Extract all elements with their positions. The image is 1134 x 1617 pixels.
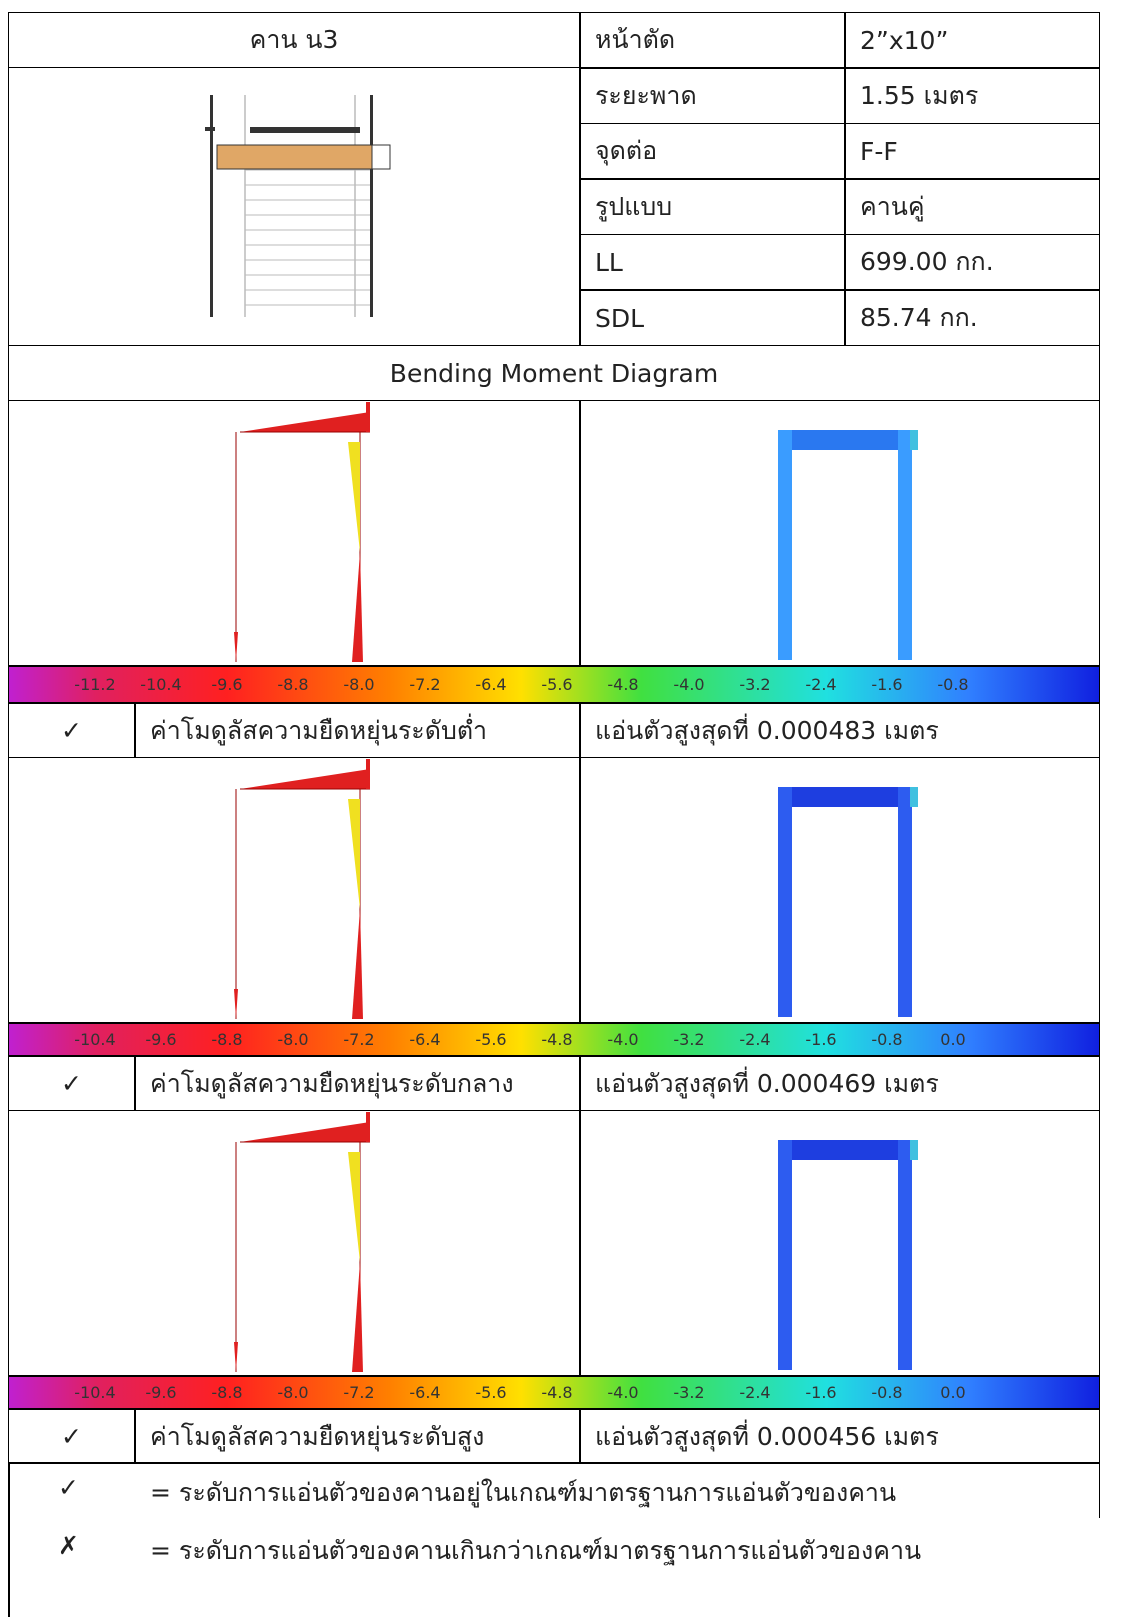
scale-label: -1.6 (871, 674, 903, 694)
scale-label: -1.6 (805, 1382, 837, 1402)
deflection-diagram-cell (580, 757, 1100, 1023)
property-label: SDL (580, 290, 845, 346)
legend-symbol: ✓ (58, 1473, 79, 1502)
deflection-diagram (778, 430, 918, 660)
scale-label: -2.4 (805, 674, 837, 694)
property-label: จุดต่อ (580, 123, 845, 180)
moment-diagram-cell (8, 757, 580, 1023)
scale-label: -5.6 (475, 1382, 507, 1402)
scale-label: -6.4 (475, 674, 507, 694)
property-value: F-F (845, 123, 1100, 180)
legend-text: = ระดับการแอ่นตัวของคานอยู่ในเกณฑ์มาตรฐา… (150, 1478, 897, 1507)
scale-label: -7.2 (409, 674, 441, 694)
property-label: LL (580, 234, 845, 291)
section-title: Bending Moment Diagram (8, 345, 1100, 401)
scale-label: -9.6 (211, 674, 243, 694)
max-deflection: แอ่นตัวสูงสุดที่ 0.000483 เมตร (580, 703, 1100, 758)
scale-label: -8.0 (277, 1029, 309, 1049)
scale-label: -8.8 (211, 1382, 243, 1402)
scale-label: -5.6 (475, 1029, 507, 1049)
property-label: รูปแบบ (580, 178, 845, 235)
scale-label: -10.4 (74, 1029, 116, 1049)
scale-label: -8.8 (277, 674, 309, 694)
moment-diagram (234, 402, 370, 662)
beam-drawing (205, 95, 391, 317)
scale-label: -0.8 (937, 674, 969, 694)
scale-label: -7.2 (343, 1382, 375, 1402)
property-value: คานคู่ (845, 178, 1100, 235)
scale-label: 0.0 (940, 1029, 966, 1049)
deflection-diagram (778, 787, 918, 1017)
scale-label: -1.6 (805, 1029, 837, 1049)
scale-label: 0.0 (940, 1382, 966, 1402)
scale-label: -10.4 (74, 1382, 116, 1402)
scale-label: -9.6 (145, 1029, 177, 1049)
scale-label: -4.8 (541, 1382, 573, 1402)
scale-label: -2.4 (739, 1382, 771, 1402)
moment-diagram (234, 1112, 370, 1372)
deflection-diagram (778, 1140, 918, 1370)
border (8, 1462, 10, 1617)
scale-label: -3.2 (673, 1382, 705, 1402)
status-symbol: ✓ (8, 703, 135, 758)
scale-label: -10.4 (140, 674, 182, 694)
moment-diagram-cell (8, 400, 580, 666)
modulus-level: ค่าโมดูลัสความยืดหยุ่นระดับกลาง (135, 1056, 580, 1111)
max-deflection: แอ่นตัวสูงสุดที่ 0.000469 เมตร (580, 1056, 1100, 1111)
scale-label: -4.0 (673, 674, 705, 694)
scale-label: -6.4 (409, 1382, 441, 1402)
legend-text: = ระดับการแอ่นตัวของคานเกินกว่าเกณฑ์มาตร… (150, 1536, 922, 1565)
property-value: 2”x10” (845, 12, 1100, 68)
status-symbol: ✓ (8, 1056, 135, 1111)
moment-diagram-cell (8, 1110, 580, 1376)
modulus-level: ค่าโมดูลัสความยืดหยุ่นระดับต่ำ (135, 703, 580, 758)
moment-diagram (234, 759, 370, 1019)
color-scale (8, 1376, 1100, 1409)
scale-label: -4.0 (607, 1382, 639, 1402)
scale-label: -11.2 (74, 674, 116, 694)
status-symbol: ✓ (8, 1409, 135, 1464)
scale-label: -8.8 (211, 1029, 243, 1049)
property-label: ระยะพาด (580, 67, 845, 124)
scale-label: -6.4 (409, 1029, 441, 1049)
scale-label: -4.0 (607, 1029, 639, 1049)
scale-label: -8.0 (277, 1382, 309, 1402)
scale-label: -3.2 (739, 674, 771, 694)
beam-title: คาน น3 (8, 12, 580, 68)
property-value: 85.74 กก. (845, 290, 1100, 346)
scale-label: -8.0 (343, 674, 375, 694)
scale-label: -7.2 (343, 1029, 375, 1049)
property-label: หน้าตัด (580, 12, 845, 68)
property-value: 1.55 เมตร (845, 67, 1100, 124)
modulus-level: ค่าโมดูลัสความยืดหยุ่นระดับสูง (135, 1409, 580, 1464)
scale-label: -5.6 (541, 674, 573, 694)
scale-label: -4.8 (541, 1029, 573, 1049)
max-deflection: แอ่นตัวสูงสุดที่ 0.000456 เมตร (580, 1409, 1100, 1464)
scale-label: -0.8 (871, 1029, 903, 1049)
scale-label: -4.8 (607, 674, 639, 694)
deflection-diagram-cell (580, 1110, 1100, 1376)
scale-label: -3.2 (673, 1029, 705, 1049)
legend-symbol: ✗ (58, 1531, 79, 1560)
scale-label: -2.4 (739, 1029, 771, 1049)
color-scale (8, 666, 1100, 703)
scale-label: -0.8 (871, 1382, 903, 1402)
deflection-diagram-cell (580, 400, 1100, 666)
property-value: 699.00 กก. (845, 234, 1100, 291)
color-scale (8, 1023, 1100, 1056)
scale-label: -9.6 (145, 1382, 177, 1402)
